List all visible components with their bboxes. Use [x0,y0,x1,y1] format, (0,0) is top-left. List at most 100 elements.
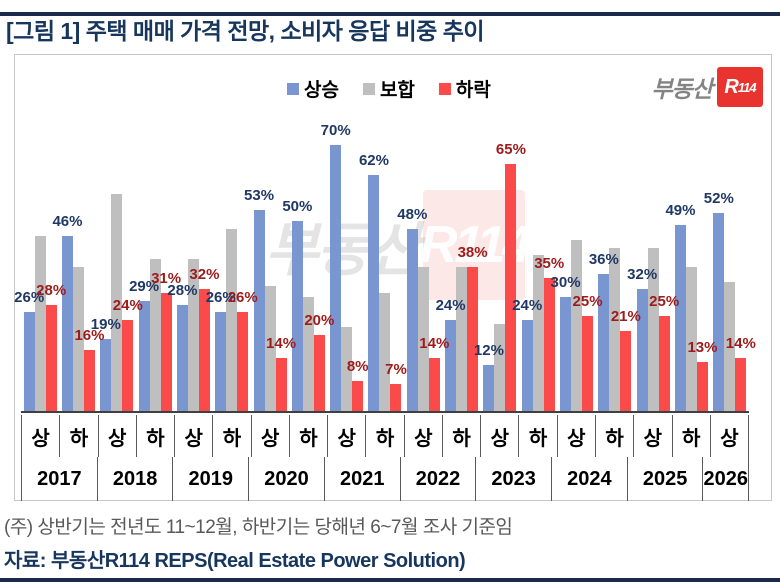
barwrap-보합 [724,282,736,411]
barwrap-보합 [494,324,506,411]
bar-보합 [187,259,199,411]
bar-보합 [149,259,161,411]
axis-year-label: 2017 [22,457,98,501]
barwrap-하락: 16% [74,327,104,411]
bar-상승 [61,236,73,411]
bar-상승 [330,145,342,411]
bar-group: 24% 38% [436,111,488,411]
r114-logo: 부동산 R 114 [652,67,763,107]
bar-하락 [313,335,325,411]
barwrap-상승: 50% [282,198,312,411]
bar-하락 [543,278,555,411]
bar-value-label-하락: 31% [151,270,182,287]
barwrap-보합 [456,267,468,411]
bar-상승 [100,339,112,411]
barwrap-하락: 28% [36,282,66,411]
barwrap-하락: 32% [189,266,219,411]
barwrap-보합 [264,286,276,411]
bar-value-label-상승: 36% [588,251,619,268]
barwrap-상승: 12% [474,342,504,411]
barwrap-상승: 36% [589,251,619,411]
bar-보합 [226,229,238,411]
axis-year-label: 2018 [98,457,174,501]
bar-상승 [138,301,150,411]
bar-상승 [253,210,265,411]
bar-상승 [713,213,725,411]
bar-value-label-하락: 14% [419,335,450,352]
bar-하락 [428,358,440,411]
bar-보합 [724,282,736,411]
bar-하락 [237,312,249,411]
bar-하락 [45,305,57,411]
bar-group: 12% 65% [474,111,526,411]
axis-half-label: 하 [290,415,329,457]
bar-상승 [215,312,227,411]
barwrap-상승: 48% [397,206,427,411]
bar-보합 [341,327,353,411]
logo-mark: R 114 [717,67,763,107]
bar-상승 [406,229,418,411]
legend-item-2: 하락 [438,75,491,102]
bar-value-label-상승: 32% [627,266,658,283]
bar-group: 30% 25% [551,111,603,411]
axis-half-label: 상 [405,415,443,457]
barwrap-하락: 65% [496,141,526,411]
bar-value-label-상승: 62% [358,152,389,169]
barwrap-보합 [685,267,697,411]
top-border [0,12,780,16]
bar-value-label-상승: 50% [282,198,313,215]
barwrap-하락: 24% [113,297,143,411]
bar-상승 [674,225,686,411]
chart-legend: 상승 보합 하락 [286,75,491,102]
barwrap-보합 [302,297,314,411]
bar-value-label-하락: 20% [304,312,335,329]
barwrap-하락: 13% [687,339,717,411]
axis-year-label: 2022 [401,457,477,501]
logo-r: R [724,75,738,98]
bar-상승 [445,320,457,411]
barwrap-하락: 14% [726,335,756,411]
barwrap-상승: 52% [704,190,734,411]
barwrap-상승: 19% [91,316,121,411]
axis-year-label: 2024 [552,457,628,501]
bar-group: 36% 21% [589,111,641,411]
axis-year-label: 2021 [325,457,401,501]
legend-swatch-icon [286,82,299,95]
bar-하락 [582,316,594,411]
bar-value-label-하락: 7% [385,361,407,378]
barwrap-하락: 35% [534,255,564,411]
barwrap-하락: 25% [649,293,679,411]
axis-half-label: 상 [481,415,520,457]
axis-half-label: 하 [596,415,635,457]
page-title: [그림 1] 주택 매매 가격 전망, 소비자 응답 비중 추이 [6,18,485,44]
barwrap-하락: 14% [266,335,296,411]
bar-하락 [658,316,670,411]
bar-value-label-하락: 25% [572,293,603,310]
bar-하락 [352,381,364,411]
bar-보합 [379,293,391,411]
bar-value-label-하락: 14% [725,335,756,352]
bar-group: 46% 16% [52,111,104,411]
bar-value-label-상승: 29% [129,278,160,295]
bar-group: 49% 13% [665,111,717,411]
legend-label: 보합 [379,80,415,101]
bar-상승 [598,274,610,411]
barwrap-하락: 38% [458,244,488,411]
bar-보합 [72,267,84,411]
bar-group: 28% 32% [167,111,219,411]
barwrap-하락: 21% [611,308,641,411]
barwrap-하락: 14% [419,335,449,411]
bar-value-label-상승: 19% [90,316,121,333]
axis-year-label: 2019 [173,457,250,501]
axis-half-label: 하 [443,415,482,457]
barwrap-보합 [111,194,123,411]
bar-보합 [609,248,621,411]
barwrap-상승: 53% [244,187,274,411]
axis-half-label: 상 [175,415,214,457]
barwrap-보합 [417,267,429,411]
bar-value-label-상승: 46% [52,213,83,230]
bar-value-label-하락: 38% [457,244,488,261]
axis-year-label: 2020 [249,457,325,501]
barwrap-상승: 49% [665,202,695,411]
